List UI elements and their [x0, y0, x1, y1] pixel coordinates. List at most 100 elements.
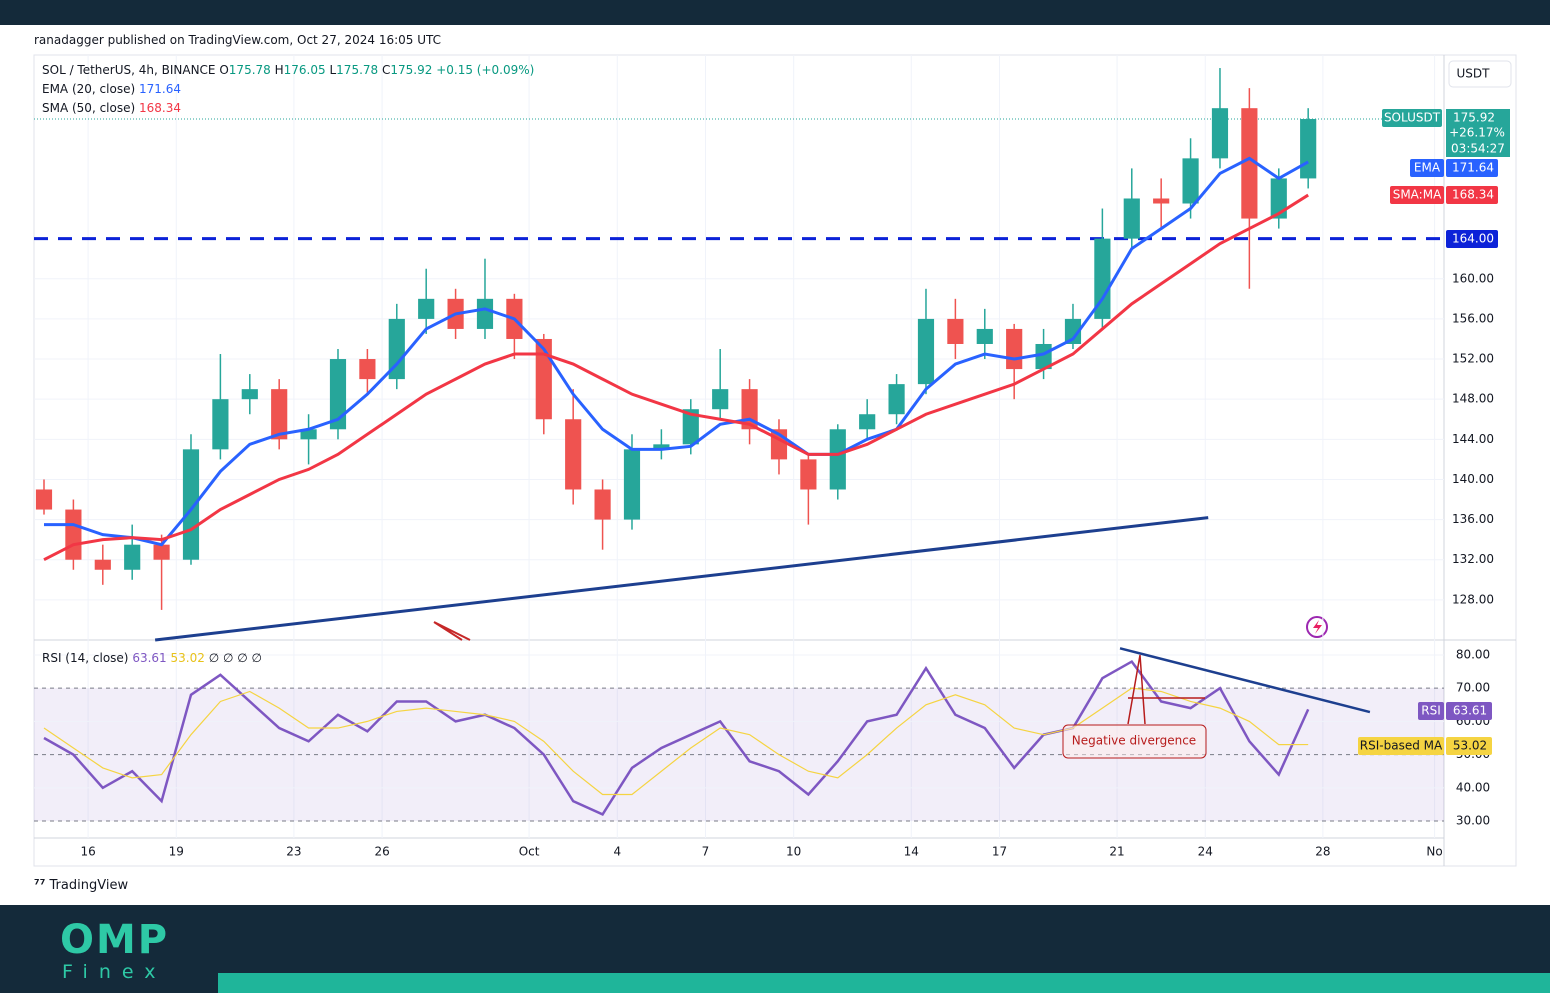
- candle-body: [976, 328, 993, 344]
- candle-body: [800, 459, 817, 490]
- ohlc-close-label: C: [382, 63, 391, 77]
- candle-body: [153, 544, 170, 560]
- alert-bolt: [1313, 620, 1322, 634]
- candle-body: [917, 318, 935, 385]
- ema-tag-value: 171.64: [1452, 161, 1494, 175]
- y-tick-label: 144.00: [1452, 432, 1494, 446]
- y-tick-label: 148.00: [1452, 392, 1494, 406]
- candle-body: [1300, 119, 1317, 179]
- rsi-ma-tag-value: 53.02: [1453, 739, 1487, 753]
- x-tick-label: 23: [286, 845, 301, 859]
- x-tick-label: 17: [992, 845, 1007, 859]
- price-tag-countdown: 03:54:27: [1451, 142, 1505, 156]
- legend-rsi: RSI (14, close) 63.61 53.02 ∅ ∅ ∅ ∅: [42, 651, 262, 665]
- candle-body: [1094, 238, 1111, 319]
- level-tag: 164.00: [1452, 232, 1494, 246]
- rsi-value: 63.61: [132, 651, 167, 665]
- ohlc-low-label: L: [329, 63, 337, 77]
- candle-body: [1123, 198, 1140, 239]
- candle-body: [829, 429, 846, 490]
- y-tick-label: 152.00: [1452, 352, 1494, 366]
- price-tag-change: +26.17%: [1449, 126, 1505, 140]
- sma-tag: SMA:MA: [1393, 188, 1442, 202]
- candle-body: [1035, 343, 1052, 370]
- x-tick-label: 28: [1315, 845, 1330, 859]
- rsi-tag-value: 63.61: [1453, 704, 1487, 718]
- price-tag-value: 175.92: [1453, 111, 1495, 125]
- currency-button[interactable]: [1448, 60, 1512, 88]
- x-tick-label: 16: [80, 845, 95, 859]
- candle-body: [653, 444, 670, 450]
- frame: [33, 54, 1517, 867]
- candle-body: [1153, 198, 1170, 204]
- rsi-tag-value-bg: [1446, 702, 1492, 720]
- x-tick-label: No: [1426, 845, 1442, 859]
- brand-text: TradingView: [49, 878, 129, 893]
- level-tag-bg: [1446, 230, 1498, 248]
- rsi-tag: RSI: [1421, 704, 1441, 718]
- rsi-line: [43, 659, 1310, 816]
- candle-body: [124, 544, 141, 570]
- currency: USDT: [1457, 67, 1491, 81]
- candle-body: [94, 559, 111, 570]
- symbol: SOL / TetherUS, 4h, BINANCE: [42, 63, 216, 77]
- x-tick-label: 4: [613, 845, 621, 859]
- candle-body: [712, 389, 729, 410]
- ema-tag-bg: [1410, 159, 1444, 177]
- ohlc-high-label: H: [274, 63, 284, 77]
- top-band: [0, 0, 1550, 25]
- trendline: [154, 516, 1209, 642]
- rsi-ma-value: 53.02: [170, 651, 205, 665]
- x-tick-label: 7: [702, 845, 710, 859]
- rsi-line: [43, 687, 1309, 796]
- candle-body: [241, 389, 258, 400]
- legend-sma: SMA (50, close) 168.34: [42, 101, 181, 115]
- candle-body: [35, 489, 53, 510]
- rsi-trendline: [1119, 647, 1371, 714]
- candle-body: [418, 298, 435, 319]
- rsi-ma-tag-bg: [1358, 737, 1444, 755]
- change: +0.15 (+0.09%): [436, 63, 535, 77]
- y-tick-label: 128.00: [1452, 592, 1494, 606]
- rsi-empty: ∅ ∅ ∅ ∅: [208, 651, 262, 665]
- x-tick-label: 19: [169, 845, 184, 859]
- ohlc-open: 175.78: [228, 63, 271, 77]
- rsi-tick-label: 80.00: [1456, 647, 1490, 661]
- rsi-tick-label: 30.00: [1456, 814, 1490, 828]
- footer-bar: [218, 973, 1550, 993]
- candle-body: [271, 389, 288, 440]
- candle-body: [388, 318, 405, 380]
- rsi-title: RSI (14, close): [42, 651, 129, 665]
- sma-value: 168.34: [139, 101, 181, 115]
- candle-body: [1006, 328, 1023, 370]
- ma-line: [43, 193, 1309, 562]
- ema-tag: EMA: [1414, 161, 1441, 175]
- ohlc-low: 175.78: [336, 63, 379, 77]
- rsi-tag-bg: [1418, 702, 1444, 720]
- x-tick-label: Oct: [519, 845, 540, 859]
- sma-tag-value-bg: [1446, 186, 1498, 204]
- x-tick-label: 26: [374, 845, 389, 859]
- alert-icon[interactable]: [1306, 616, 1328, 638]
- candle-body: [565, 419, 582, 490]
- ohlc-high: 176.05: [283, 63, 326, 77]
- published-line: ranadagger published on TradingView.com,…: [34, 33, 441, 47]
- candle-body: [859, 414, 876, 430]
- candle-body: [947, 318, 964, 344]
- candle-body: [1182, 158, 1199, 204]
- candle-body: [300, 429, 317, 440]
- price-tag-bg: [1446, 109, 1510, 157]
- rsi-tick-label: 70.00: [1456, 681, 1490, 695]
- legend-ema: EMA (20, close) 171.64: [42, 82, 181, 96]
- x-tick-label: 14: [904, 845, 919, 859]
- arrow-drawing: [433, 621, 471, 641]
- candle-body: [682, 409, 699, 445]
- sma-name: SMA (50, close): [42, 101, 136, 115]
- candle-body: [1211, 108, 1229, 159]
- ema-value: 171.64: [138, 82, 181, 96]
- footer: OMP Finex: [0, 905, 1550, 993]
- candle-body: [1270, 178, 1287, 219]
- ema-name: EMA (20, close): [42, 82, 136, 96]
